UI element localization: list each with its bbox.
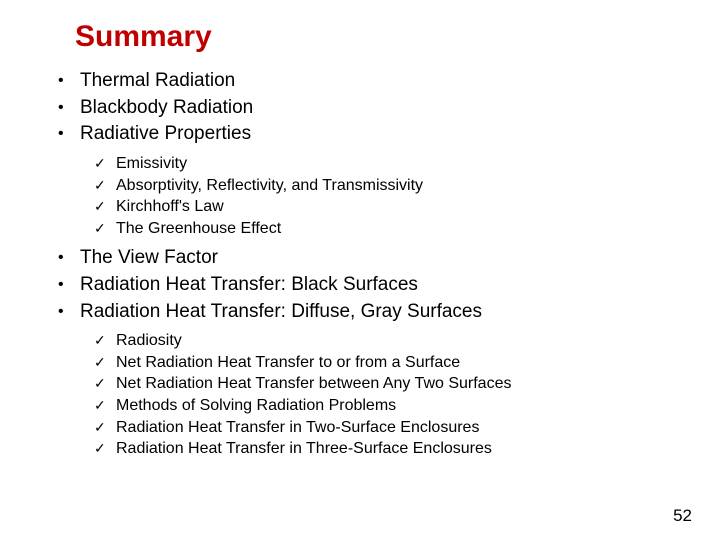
bullet-icon: • <box>58 272 80 296</box>
sub-item: ✓ Net Radiation Heat Transfer to or from… <box>94 352 680 374</box>
bullet-text: Radiation Heat Transfer: Diffuse, Gray S… <box>80 299 482 325</box>
check-icon: ✓ <box>94 395 116 415</box>
sub-list: ✓ Radiosity ✓ Net Radiation Heat Transfe… <box>58 330 680 460</box>
check-icon: ✓ <box>94 153 116 173</box>
sub-text: Radiation Heat Transfer in Two-Surface E… <box>116 417 479 439</box>
check-icon: ✓ <box>94 218 116 238</box>
slide-content: • Thermal Radiation • Blackbody Radiatio… <box>58 68 680 466</box>
check-icon: ✓ <box>94 438 116 458</box>
bullet-item: • The View Factor <box>58 245 680 271</box>
bullet-text: Radiation Heat Transfer: Black Surfaces <box>80 272 418 298</box>
sub-item: ✓ Emissivity <box>94 153 680 175</box>
sub-item: ✓ Radiation Heat Transfer in Two-Surface… <box>94 417 680 439</box>
bullet-icon: • <box>58 245 80 269</box>
bullet-icon: • <box>58 95 80 119</box>
check-icon: ✓ <box>94 175 116 195</box>
bullet-text: Blackbody Radiation <box>80 95 253 121</box>
check-icon: ✓ <box>94 196 116 216</box>
check-icon: ✓ <box>94 417 116 437</box>
check-icon: ✓ <box>94 352 116 372</box>
sub-text: The Greenhouse Effect <box>116 218 281 240</box>
sub-item: ✓ Absorptivity, Reflectivity, and Transm… <box>94 175 680 197</box>
bullet-icon: • <box>58 68 80 92</box>
sub-item: ✓ Net Radiation Heat Transfer between An… <box>94 373 680 395</box>
sub-item: ✓ Radiation Heat Transfer in Three-Surfa… <box>94 438 680 460</box>
bullet-item: • Radiation Heat Transfer: Diffuse, Gray… <box>58 299 680 325</box>
bullet-text: Radiative Properties <box>80 121 251 147</box>
sub-text: Methods of Solving Radiation Problems <box>116 395 396 417</box>
sub-text: Radiation Heat Transfer in Three-Surface… <box>116 438 492 460</box>
bullet-text: The View Factor <box>80 245 218 271</box>
bullet-text: Thermal Radiation <box>80 68 235 94</box>
sub-item: ✓ Radiosity <box>94 330 680 352</box>
sub-text: Emissivity <box>116 153 187 175</box>
bullet-item: • Radiation Heat Transfer: Black Surface… <box>58 272 680 298</box>
sub-text: Radiosity <box>116 330 182 352</box>
page-number: 52 <box>673 506 692 526</box>
bullet-icon: • <box>58 299 80 323</box>
check-icon: ✓ <box>94 330 116 350</box>
slide-title: Summary <box>75 20 212 54</box>
sub-text: Net Radiation Heat Transfer between Any … <box>116 373 511 395</box>
sub-text: Absorptivity, Reflectivity, and Transmis… <box>116 175 423 197</box>
sub-list: ✓ Emissivity ✓ Absorptivity, Reflectivit… <box>58 153 680 239</box>
bullet-item: • Radiative Properties <box>58 121 680 147</box>
sub-text: Net Radiation Heat Transfer to or from a… <box>116 352 460 374</box>
sub-item: ✓ The Greenhouse Effect <box>94 218 680 240</box>
slide: Summary • Thermal Radiation • Blackbody … <box>0 0 720 540</box>
sub-text: Kirchhoff's Law <box>116 196 224 218</box>
bullet-icon: • <box>58 121 80 145</box>
sub-item: ✓ Methods of Solving Radiation Problems <box>94 395 680 417</box>
bullet-item: • Blackbody Radiation <box>58 95 680 121</box>
bullet-item: • Thermal Radiation <box>58 68 680 94</box>
sub-item: ✓ Kirchhoff's Law <box>94 196 680 218</box>
check-icon: ✓ <box>94 373 116 393</box>
